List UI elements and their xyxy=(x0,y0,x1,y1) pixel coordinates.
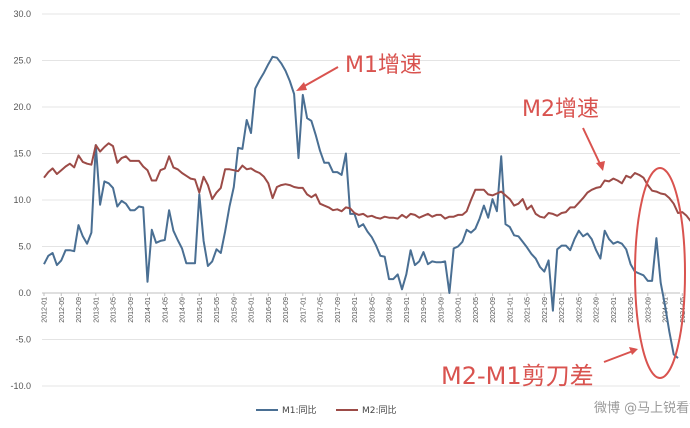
x-axis: 2012-01 2012-05 2012-09 2013-01 2013-05 2013-… xyxy=(42,293,687,323)
x-tick-label: 2020-05 xyxy=(473,297,480,323)
x-tick-label: 2023-01 xyxy=(611,297,618,323)
x-tick-label: 2021-01 xyxy=(507,297,514,323)
x-tick-label: 2018-05 xyxy=(369,297,376,323)
x-tick-label: 2016-05 xyxy=(266,297,273,323)
x-tick-label: 2019-05 xyxy=(421,297,428,323)
annotation-m2: M2增速 xyxy=(522,97,605,171)
y-tick-label: 20.0 xyxy=(13,102,31,112)
watermark: 微博 @马上锐看市 xyxy=(594,400,690,416)
x-tick-label: 2014-05 xyxy=(162,297,169,323)
annotation-gap-ellipse xyxy=(634,167,686,379)
y-tick-label: 30.0 xyxy=(13,9,31,19)
x-tick-label: 2020-01 xyxy=(456,297,463,323)
x-tick-label: 2022-01 xyxy=(559,297,566,323)
chart-gridlines xyxy=(42,13,680,387)
annotation-m1-label: M1增速 xyxy=(345,53,422,78)
x-tick-label: 2018-09 xyxy=(387,297,394,323)
x-tick-label: 2022-09 xyxy=(594,297,601,323)
x-tick-label: 2021-05 xyxy=(525,297,532,323)
x-tick-label: 2013-05 xyxy=(111,297,118,323)
x-tick-label: 2015-05 xyxy=(214,297,221,323)
y-tick-label: 25.0 xyxy=(13,56,31,66)
x-tick-label: 2015-01 xyxy=(197,297,204,323)
x-tick-label: 2017-09 xyxy=(335,297,342,323)
x-tick-label: 2021-09 xyxy=(542,297,549,323)
x-tick-label: 2014-01 xyxy=(145,297,152,323)
legend-label-m1: M1:同比 xyxy=(282,404,317,416)
x-tick-label: 2015-09 xyxy=(231,297,238,323)
x-tick-label: 2012-09 xyxy=(76,297,83,323)
y-tick-label: 5.0 xyxy=(18,242,31,252)
legend: M1:同比 M2:同比 xyxy=(256,404,397,416)
x-tick-label: 2017-01 xyxy=(300,297,307,323)
x-tick-label: 2018-01 xyxy=(352,297,359,323)
legend-label-m2: M2:同比 xyxy=(362,404,397,416)
x-tick-label: 2019-09 xyxy=(438,297,445,323)
x-tick-label: 2017-05 xyxy=(318,297,325,323)
x-tick-label: 2020-09 xyxy=(490,297,497,323)
y-tick-label: 15.0 xyxy=(13,149,31,159)
y-tick-label: 0.0 xyxy=(18,288,31,298)
annotation-gap-label: M2-M1剪刀差 xyxy=(441,362,594,390)
annotation-gap: M2-M1剪刀差 xyxy=(441,167,686,390)
annotation-m2-arrow xyxy=(582,127,602,167)
annotation-gap-arrow xyxy=(603,350,634,363)
annotation-m2-label: M2增速 xyxy=(522,97,599,122)
x-tick-label: 2016-01 xyxy=(249,297,256,323)
annotation-m1-arrow xyxy=(300,66,339,89)
x-tick-label: 2013-09 xyxy=(128,297,135,323)
x-tick-label: 2016-09 xyxy=(283,297,290,323)
series-lines xyxy=(43,55,690,359)
x-tick-label: 2013-01 xyxy=(93,297,100,323)
annotation-m1-arrowhead xyxy=(296,82,307,91)
x-tick-label: 2023-09 xyxy=(645,297,652,323)
x-tick-label: 2012-01 xyxy=(42,297,49,323)
y-axis: -10.0 -5.0 0.0 5.0 10.0 15.0 20.0 25.0 30.0 xyxy=(10,9,31,391)
annotation-m1: M1增速 xyxy=(296,53,422,91)
series-line-m1 xyxy=(43,55,679,359)
annotation-gap-arrowhead xyxy=(629,347,638,355)
series-line-m2 xyxy=(43,142,690,222)
y-tick-label: -5.0 xyxy=(15,335,31,345)
annotation-m2-arrowhead xyxy=(596,161,605,171)
x-tick-label: 2022-05 xyxy=(576,297,583,323)
x-tick-label: 2019-01 xyxy=(404,297,411,323)
x-tick-label: 2014-09 xyxy=(180,297,187,323)
x-tick-label: 2012-05 xyxy=(59,297,66,323)
x-tick-label: 2023-05 xyxy=(628,297,635,323)
y-tick-label: 10.0 xyxy=(13,195,31,205)
y-tick-label: -10.0 xyxy=(10,381,31,391)
